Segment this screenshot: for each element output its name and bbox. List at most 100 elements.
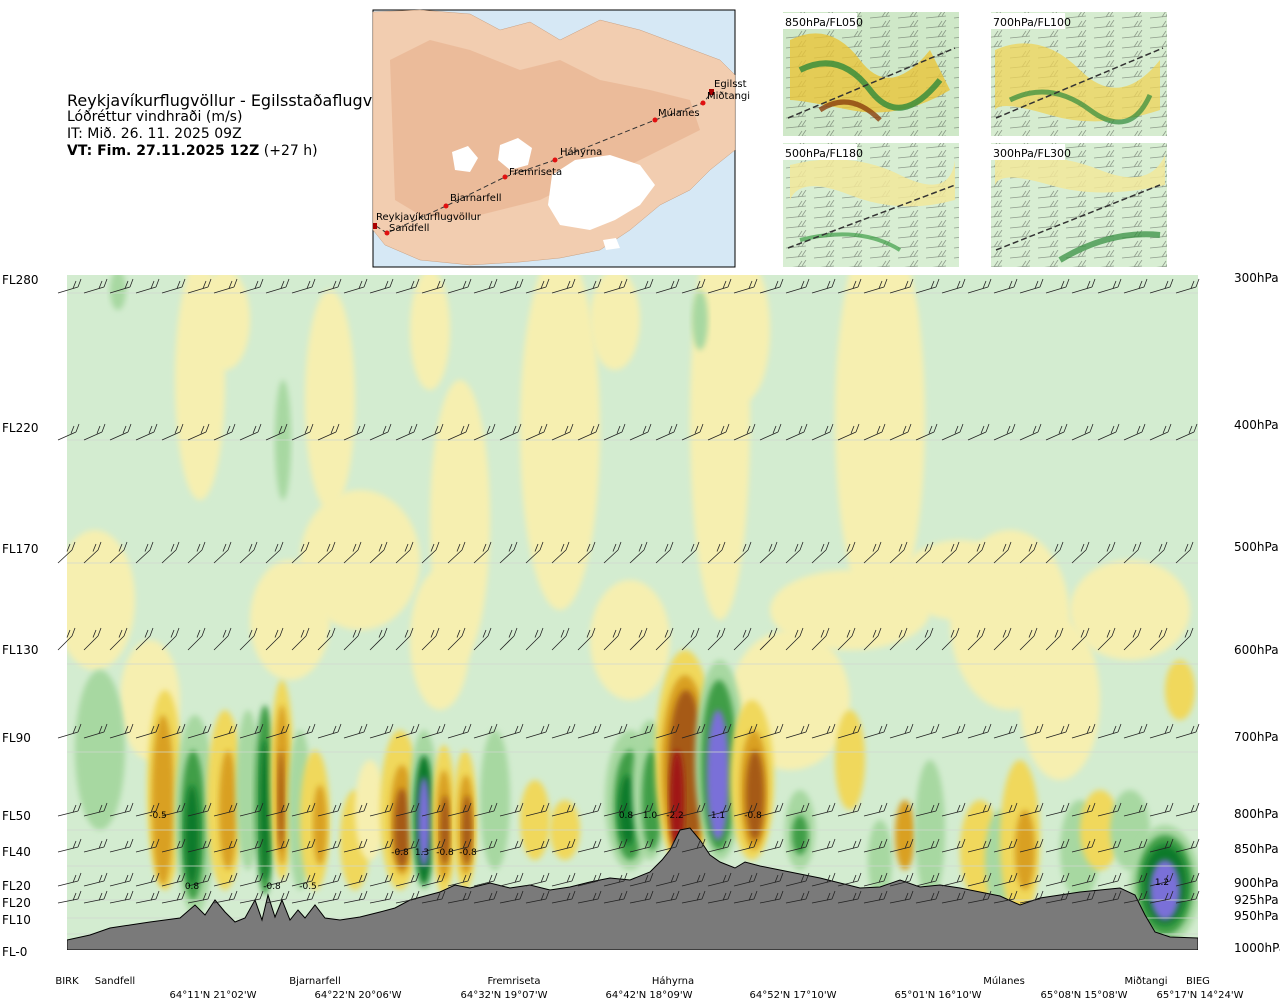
barb-shaft [239,880,261,887]
value-label-11: 1.1 [711,811,725,821]
barb-shaft [811,286,833,294]
wind-barb-380 [785,890,810,904]
barb-feather [1117,872,1122,882]
barb-shaft [603,549,619,564]
barb-shaft [811,810,833,817]
barb-feather [181,802,186,812]
barb-feather [488,804,493,813]
wind-barb-233 [395,802,420,817]
barb-shaft [447,898,469,904]
barb-feather [566,725,571,734]
barb-feather [592,874,597,883]
barb-feather [670,874,675,883]
wind-barb-92 [161,541,180,564]
wind-barb-343 [967,872,992,887]
wind-barb-268 [161,838,186,853]
barb-shaft [863,431,883,441]
barb-shaft [395,810,417,817]
barb-feather [1190,874,1195,883]
barb-feather [768,543,773,552]
barb-shaft [239,731,261,739]
barb-feather [591,627,596,637]
wind-barb-124 [993,541,1012,564]
barb-shaft [889,286,911,294]
wind-barb-2 [109,278,134,294]
barb-feather [103,872,108,882]
barb-feather [586,543,591,552]
barb-feather [129,890,134,900]
barb-shaft [993,549,1009,564]
barb-shaft [785,286,807,294]
barb-feather [196,543,201,552]
barb-feather [909,802,914,812]
wind-barb-278 [421,838,446,853]
barb-feather [924,629,929,638]
barb-shaft [57,810,79,817]
wind-barb-224 [161,802,186,817]
barb-feather [259,838,264,848]
field-cell-10 [720,275,770,400]
barb-feather [824,425,829,434]
wind-barb-385 [915,890,940,904]
barb-feather [306,874,311,883]
barb-feather [519,838,524,848]
barb-shaft [83,880,105,887]
barb-feather [482,629,487,638]
barb-feather [857,838,862,848]
barb-shaft [655,880,677,887]
barb-shaft [811,635,827,651]
barb-feather [935,723,940,733]
wind-barb-68 [681,423,704,441]
barb-feather [597,890,602,900]
wind-barb-249 [811,802,836,817]
barb-shaft [629,731,651,739]
barb-feather [566,840,571,849]
barb-feather [1195,802,1200,812]
wind-barb-223 [135,802,160,817]
wind-barb-106 [525,541,544,564]
barb-feather [155,872,160,882]
barb-feather [285,802,290,812]
barb-shaft [473,846,495,853]
barb-feather [798,425,803,434]
barb-shaft [161,635,177,651]
barb-shaft [889,846,911,853]
barb-feather [1112,892,1117,901]
field-cell-50 [418,777,430,867]
barb-feather [259,872,264,882]
wind-barb-25 [707,278,732,294]
field-cell-74 [746,750,764,840]
barb-feather [616,425,621,434]
field-cell-26 [75,670,125,830]
barb-shaft [785,431,805,441]
barb-feather [850,425,855,434]
barb-feather [358,804,363,813]
barb-feather [695,627,700,637]
barb-feather [441,278,446,288]
wind-barb-341 [915,872,940,887]
barb-feather [441,838,446,848]
wind-barb-378 [733,890,758,904]
barb-feather [1132,629,1137,638]
barb-feather [248,543,253,552]
wind-barb-193 [499,723,524,739]
barb-feather [1169,802,1174,812]
barb-feather [696,874,701,883]
barb-feather [512,425,517,434]
wind-barb-7 [239,278,264,294]
barb-shaft [941,846,963,853]
wind-barb-345 [1019,872,1044,887]
value-label-8: 0.8 [619,811,634,821]
barb-feather [1195,890,1200,900]
barb-feather [644,280,649,289]
barb-shaft [941,810,963,817]
barb-feather [800,804,805,813]
wind-barb-5 [187,278,212,294]
wind-barb-78 [941,423,964,441]
wind-barb-320 [369,872,394,887]
barb-feather [1138,725,1143,734]
map-label-sandfell: Sandfell [389,223,429,234]
right-axis-label-9: 950hPa [1234,909,1279,923]
barb-shaft [161,431,181,441]
wind-barb-369 [499,890,524,904]
